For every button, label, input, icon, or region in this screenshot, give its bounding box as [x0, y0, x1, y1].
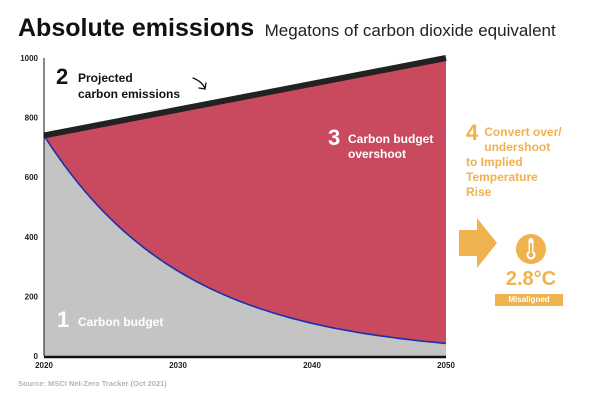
- budget-overshoot-area: [44, 58, 446, 344]
- side-annotation: 4 Convert over/ undershoot to Implied Te…: [466, 122, 596, 200]
- side-line: Convert over/: [484, 125, 562, 139]
- thermometer-mercury: [530, 243, 532, 255]
- y-tick-label: 600: [25, 173, 39, 182]
- y-tick-label: 400: [25, 233, 39, 242]
- y-tick-label: 0: [34, 352, 39, 361]
- annotation-overshoot-label: overshoot: [348, 147, 406, 161]
- y-tick-label: 1000: [20, 54, 38, 63]
- x-tick-label: 2040: [303, 361, 321, 370]
- chart-subtitle: Megatons of carbon dioxide equivalent: [264, 21, 556, 40]
- side-line: Temperature: [466, 170, 538, 184]
- side-line: to Implied: [466, 155, 523, 169]
- status-badge: Misaligned: [495, 294, 563, 306]
- thermometer-icon: [516, 234, 546, 264]
- thermometer-mercury-bulb: [528, 252, 534, 258]
- source-note: Source: MSCI Net-Zero Tracker (Oct 2021): [18, 379, 167, 388]
- y-tick-label: 200: [25, 292, 39, 301]
- chart-title: Absolute emissions: [18, 14, 255, 42]
- annotation-carbon-budget-label: Carbon budget: [78, 315, 163, 329]
- side-line: undershoot: [484, 140, 551, 154]
- side-annotation-number: 4: [466, 120, 479, 145]
- x-tick-label: 2020: [35, 361, 53, 370]
- x-tick-label: 2030: [169, 361, 187, 370]
- arrow-right-icon: [459, 218, 497, 268]
- x-tick-label: 2050: [437, 361, 455, 370]
- annotation-projected-label: carbon emissions: [78, 87, 180, 101]
- annotation-carbon-budget-number: 1: [57, 307, 69, 332]
- y-tick-label: 800: [25, 114, 39, 123]
- projected-emissions-line: [43, 55, 447, 139]
- temperature-value: 2.8°C: [505, 268, 557, 290]
- annotation-overshoot-label: Carbon budget: [348, 132, 433, 146]
- side-line: Rise: [466, 185, 492, 199]
- title-row: Absolute emissions Megatons of carbon di…: [18, 14, 556, 43]
- carbon-budget-area: [44, 135, 446, 356]
- pointer-arrow-icon: [192, 77, 207, 90]
- annotation-projected-number: 2: [56, 64, 68, 89]
- side-annotation-text: Convert over/ undershoot to Implied Temp…: [466, 122, 596, 200]
- annotation-projected-label: Projected: [78, 71, 133, 85]
- annotation-overshoot-number: 3: [328, 125, 340, 150]
- carbon-budget-line: [43, 135, 447, 345]
